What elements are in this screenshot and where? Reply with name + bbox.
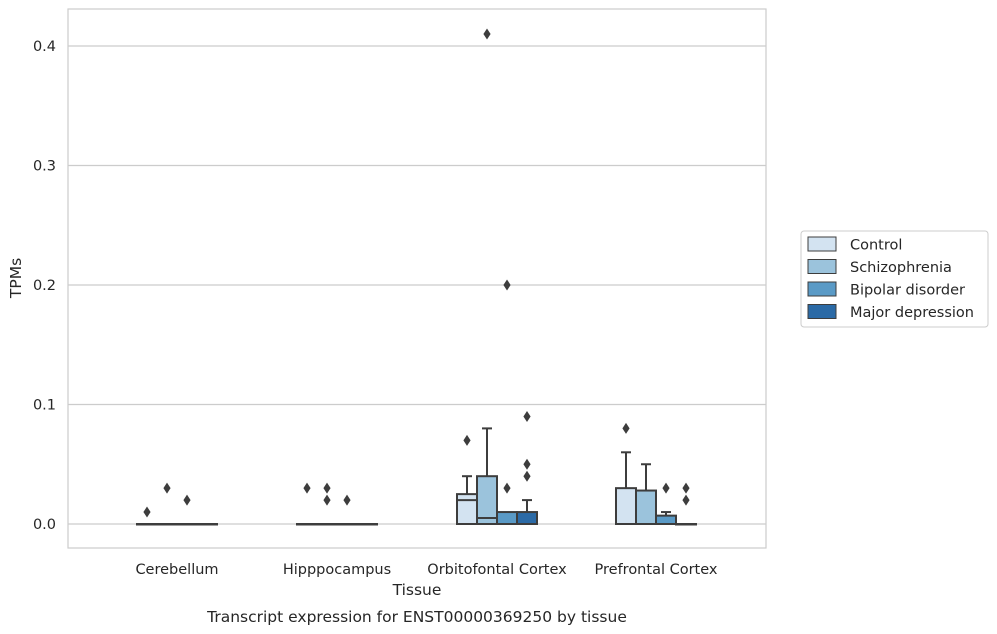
outlier-point <box>143 506 151 518</box>
outlier-point <box>303 482 311 494</box>
box <box>496 279 518 525</box>
outlier-point <box>323 482 331 494</box>
x-axis-ticks: Cerebellum Hipppocampus Orbitofontal Corte… <box>135 562 717 578</box>
outlier-point <box>523 458 531 470</box>
outlier-point <box>503 279 511 291</box>
legend-label: Bipolar disorder <box>850 283 965 299</box>
y-tick-label: 0.1 <box>33 398 56 414</box>
legend-label: Control <box>850 238 902 254</box>
outlier-point <box>523 470 531 482</box>
outlier-point <box>323 494 331 506</box>
box <box>316 482 338 526</box>
outlier-point <box>463 434 471 446</box>
y-axis-ticks: 0.0 0.1 0.2 0.3 0.4 <box>33 39 56 533</box>
x-axis-label: Tissue <box>392 581 442 599</box>
box <box>516 410 538 525</box>
legend-label: Schizophrenia <box>850 260 952 276</box>
x-tick-label: Prefrontal Cortex <box>595 562 718 578</box>
y-axis-label: TPMs <box>7 258 25 299</box>
chart-caption: Transcript expression for ENST0000036925… <box>206 608 627 626</box>
box-body <box>635 489 657 526</box>
legend-frame <box>800 230 989 328</box>
box-body <box>615 487 637 525</box>
box <box>476 28 498 526</box>
y-tick-label: 0.2 <box>33 278 56 294</box>
box <box>196 523 218 526</box>
outlier-point <box>662 482 670 494</box>
box-body <box>456 493 478 525</box>
legend-swatch <box>807 281 837 297</box>
box <box>336 494 358 526</box>
box-body <box>476 475 498 526</box>
box-groups <box>136 28 697 526</box>
outlier-point <box>183 494 191 506</box>
legend-swatch <box>807 236 837 252</box>
plot-area <box>67 8 767 549</box>
box <box>655 482 677 526</box>
legend-label: Major depression <box>850 305 974 321</box>
y-tick-label: 0.4 <box>33 39 56 55</box>
y-tick-label: 0.3 <box>33 159 56 175</box>
outlier-point <box>343 494 351 506</box>
x-tick-label: Orbitofontal Cortex <box>427 562 567 578</box>
legend-swatch <box>807 259 837 274</box>
outlier-point <box>682 482 690 494</box>
outlier-point <box>682 494 690 506</box>
x-tick-label: Hipppocampus <box>283 562 391 578</box>
outlier-point <box>483 28 491 40</box>
y-tick-label: 0.0 <box>33 517 56 533</box>
box <box>675 482 697 526</box>
box-body <box>516 511 538 525</box>
outlier-point <box>622 422 630 434</box>
outlier-point <box>163 482 171 494</box>
box-body <box>496 511 518 525</box>
outlier-point <box>503 482 511 494</box>
legend-swatch <box>807 304 837 319</box>
x-tick-label: Cerebellum <box>135 562 218 578</box>
legend: Control Schizophrenia Bipolar disorder Majo… <box>800 230 989 328</box>
outlier-point <box>523 410 531 422</box>
box <box>635 463 657 526</box>
box <box>356 523 378 526</box>
box-body <box>655 514 677 526</box>
